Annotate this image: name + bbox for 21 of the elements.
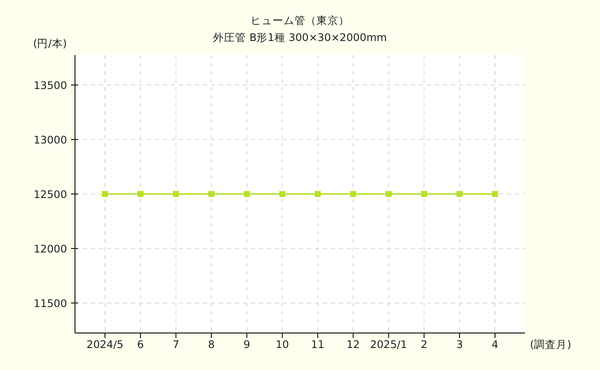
chart-subtitle: 外圧管 B形1種 300×30×2000mm <box>213 32 387 44</box>
x-tick-label: 10 <box>276 339 289 351</box>
x-tick-label: 12 <box>346 339 360 351</box>
chart-title: ヒューム管（東京） <box>250 14 350 27</box>
x-tick-label: 9 <box>243 339 250 351</box>
x-tick-label: 2025/1 <box>370 339 408 351</box>
x-axis-title: (調査月) <box>530 338 572 351</box>
x-tick-label: 4 <box>492 339 499 351</box>
y-tick-label: 11500 <box>34 298 67 310</box>
y-tick-label: 13000 <box>34 134 67 146</box>
x-tick-label: 2024/5 <box>86 339 124 351</box>
x-tick-label: 11 <box>311 339 324 351</box>
x-tick-label: 8 <box>208 339 215 351</box>
y-tick-label: 12000 <box>34 244 67 256</box>
x-tick-label: 2 <box>420 339 428 351</box>
x-tick-label: 7 <box>172 339 180 351</box>
y-axis-title: (円/本) <box>33 37 67 50</box>
y-tick-label: 12500 <box>34 189 67 201</box>
x-tick-label: 3 <box>456 339 463 351</box>
y-tick-label: 13500 <box>34 80 67 92</box>
x-tick-label: 6 <box>137 339 144 351</box>
